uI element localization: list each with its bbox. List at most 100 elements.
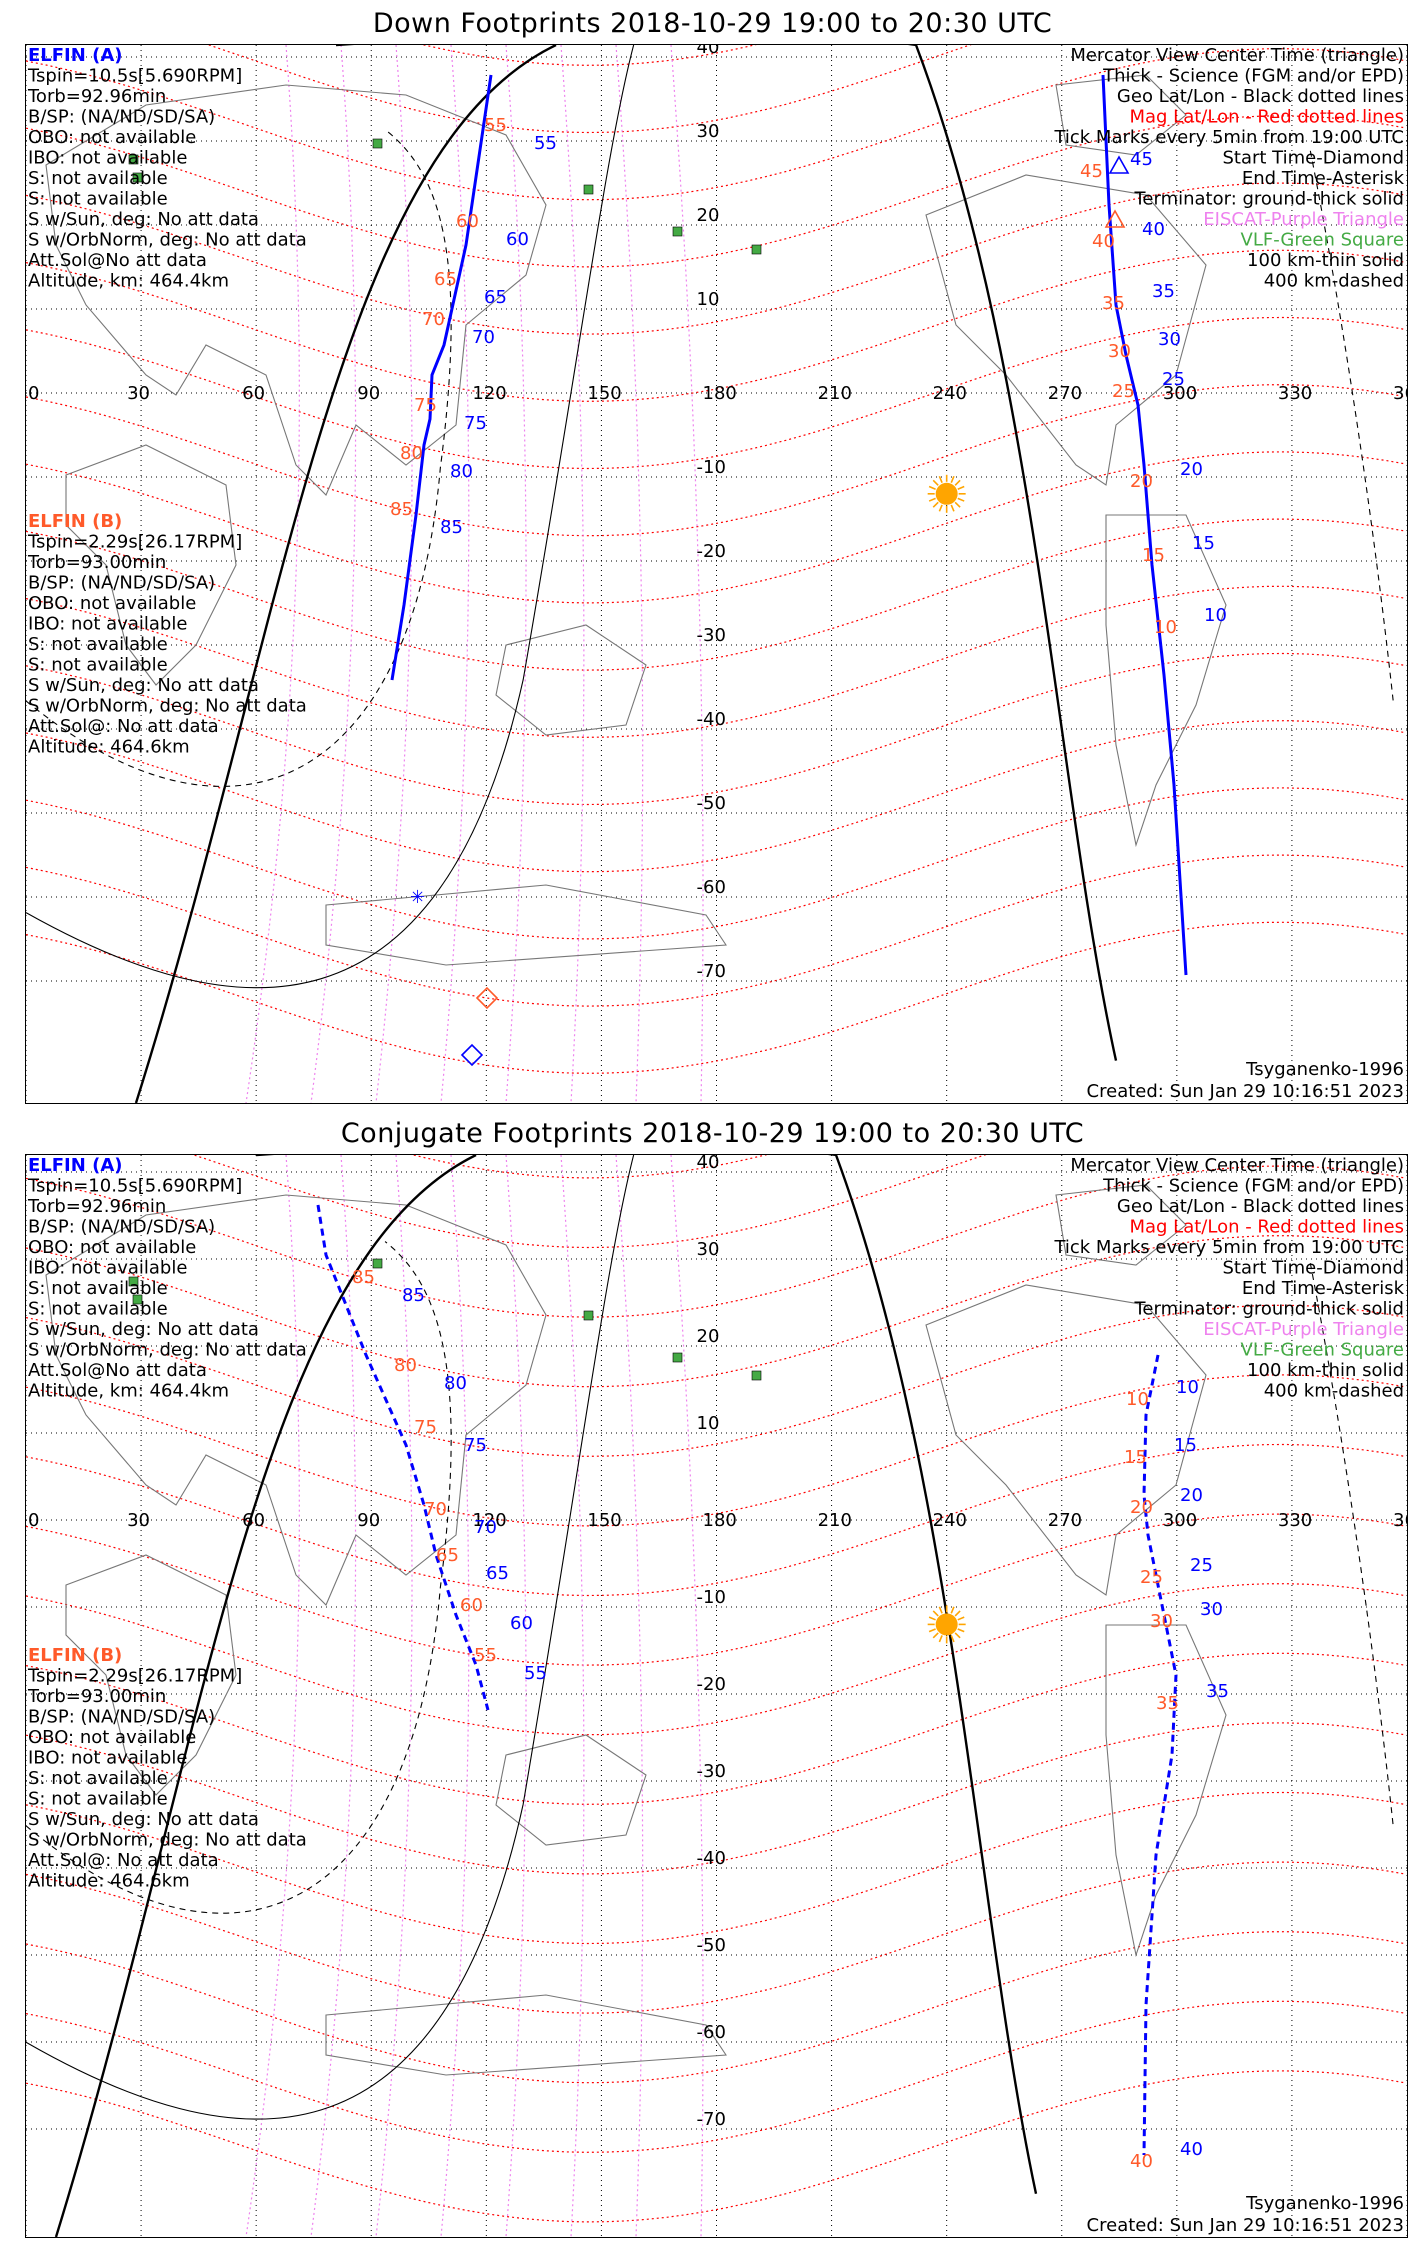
terminator-ground (54, 1155, 477, 2237)
elfin-b-tick-label: 20 (1130, 1497, 1153, 1518)
sun-ray (932, 1632, 939, 1639)
continent-outline (925, 174, 1207, 486)
lon-tick-label: 30 (127, 383, 150, 404)
lon-tick-label: 60 (242, 1510, 265, 1531)
elfin-a-tick-label: 55 (524, 1663, 547, 1684)
elfin-a-info-line: Tspin=10.5s[5.690RPM] (27, 1176, 242, 1197)
mag-meridian (245, 45, 300, 1103)
elfin-b-info-line: Tspin=2.29s[26.17RPM] (27, 532, 242, 553)
elfin-a-info-line: IBO: not available (28, 148, 187, 169)
terminator-ground (134, 45, 557, 1103)
sun-ray (928, 497, 936, 502)
lon-tick-label: 120 (472, 383, 506, 404)
down-footprints-panel: Down Footprints 2018-10-29 19:00 to 20:3… (0, 0, 1425, 1110)
sun-ray (928, 1628, 936, 1633)
elfin-a-info-line: S: not available (28, 1299, 168, 1320)
sun-ray (950, 504, 955, 512)
elfin-a-tick-label: 75 (464, 1435, 487, 1456)
sun-ray (928, 1616, 936, 1621)
elfin-b-info-line: IBO: not available (28, 614, 187, 635)
lat-tick-label: -60 (697, 2022, 726, 2043)
elfin-a-info-line: S w/Sun, deg: No att data (28, 1319, 259, 1340)
elfin-b-info-line: S w/OrbNorm, deg: No att data (28, 1830, 307, 1851)
elfin-a-track (316, 1204, 490, 1711)
elfin-a-info-line: Att.Sol@No att data (28, 1360, 207, 1381)
continent-outline (1055, 74, 1187, 156)
elfin-b-tick-label: 35 (1102, 293, 1125, 314)
elfin-b-info-line: Torb=93.00min (27, 552, 166, 573)
elfin-b-tick-label: 15 (1142, 545, 1165, 566)
elfin-a-tick-label: 15 (1174, 1435, 1197, 1456)
legend-entry: 100 km-thin solid (1247, 1360, 1404, 1381)
elfin-b-info-line: S: not available (28, 1768, 168, 1789)
vlf-station-marker (128, 154, 139, 165)
elfin-b-info-line: S w/Sun, deg: No att data (28, 1809, 259, 1830)
elfin-a-tick-label: 35 (1152, 281, 1175, 302)
continent-outline (495, 624, 647, 736)
terminator-ground (336, 45, 1118, 1061)
legend-entry: 400 km-dashed (1264, 1381, 1404, 1402)
elfin-b-info-line: IBO: not available (28, 1748, 187, 1769)
sun-ray (954, 1610, 961, 1617)
vlf-station-marker (751, 1370, 762, 1381)
vlf-station-marker (583, 184, 594, 195)
elfin-a-info-line: Altitude, km: 464.4km (28, 1381, 229, 1402)
lat-tick-label: 30 (697, 1239, 720, 1260)
elfin-b-tick-label: 70 (422, 309, 445, 330)
sun-ray (932, 479, 939, 486)
lon-tick-label: 0 (28, 383, 39, 404)
elfin-a-tick-label: 40 (1142, 219, 1165, 240)
elfin-a-track (1142, 1354, 1178, 2156)
legend-entry: EISCAT-Purple Triangle (1203, 1319, 1404, 1340)
mag-meridian (375, 45, 413, 1103)
vlf-station-marker (128, 1276, 139, 1287)
elfin-b-tick-label: 40 (1092, 231, 1115, 252)
elfin-b-tick-label: 85 (390, 499, 413, 520)
elfin-b-tick-label: 10 (1154, 617, 1177, 638)
continent-outline (925, 1284, 1207, 1596)
mag-meridian (310, 45, 357, 1103)
legend-entry: Tick Marks every 5min from 19:00 UTC (1053, 1237, 1404, 1258)
elfin-b-tick-label: 35 (1156, 1693, 1179, 1714)
elfin-a-tick-label: 30 (1200, 1599, 1223, 1620)
continent-outline (1105, 1624, 1227, 1958)
legend-entry: Geo Lat/Lon - Black dotted lines (1117, 86, 1404, 107)
elfin-a-info-line: S: not available (28, 168, 168, 189)
elfin-b-track (1101, 74, 1188, 976)
elfin-a-tick-label: 25 (1162, 369, 1185, 390)
sun-ray (938, 475, 943, 484)
elfin-b-tick-label: 55 (484, 115, 507, 136)
elfin-b-tick-label: 10 (1126, 1389, 1149, 1410)
elfin-a-info-line: S w/Sun, deg: No att data (28, 209, 259, 230)
vlf-station-marker (372, 138, 383, 149)
mag-meridian (670, 45, 704, 1103)
mag-meridian (440, 45, 470, 1103)
elfin-b-info-line: S w/OrbNorm, deg: No att data (28, 696, 307, 717)
elfin-b-tick-label: 30 (1150, 1611, 1173, 1632)
conjugate-footprints-panel: Conjugate Footprints 2018-10-29 19:00 to… (0, 1110, 1425, 2250)
terminator-ground (256, 1155, 1038, 2194)
lat-tick-label: -50 (697, 1935, 726, 1956)
elfin-b-info-line: S w/Sun, deg: No att data (28, 675, 259, 696)
elfin-a-info-line: IBO: not available (28, 1258, 187, 1279)
altitude-400km (1309, 150, 1394, 702)
elfin-b-tick-label: 60 (460, 1595, 483, 1616)
vlf-station-marker (583, 1310, 594, 1321)
elfin-b-tick-label: 15 (1124, 1447, 1147, 1468)
lon-tick-label: 90 (357, 1510, 380, 1531)
legend-entry: Mag Lat/Lon - Red dotted lines (1129, 1217, 1404, 1238)
legend-entry: VLF-Green Square (1241, 1340, 1404, 1361)
legend-entry: Thick - Science (FGM and/or EPD) (1102, 66, 1404, 87)
vlf-station-marker (672, 1352, 683, 1363)
vlf-station-marker (751, 244, 762, 255)
elfin-a-tick-label: 80 (444, 1373, 467, 1394)
mag-meridian (440, 1155, 470, 2237)
panel-title: Down Footprints 2018-10-29 19:00 to 20:3… (372, 8, 1053, 39)
sun-ray (957, 485, 965, 490)
legend-entry: Mercator View Center Time (triangle) (1070, 1155, 1404, 1176)
elfin-b-name: ELFIN (B) (28, 511, 122, 532)
elfin-b-info-line: OBO: not available (28, 1727, 196, 1748)
elfin-a-tick-label: 10 (1204, 605, 1227, 626)
elfin-b-name: ELFIN (B) (28, 1645, 122, 1666)
elfin-b-tick-label: 25 (1112, 381, 1135, 402)
